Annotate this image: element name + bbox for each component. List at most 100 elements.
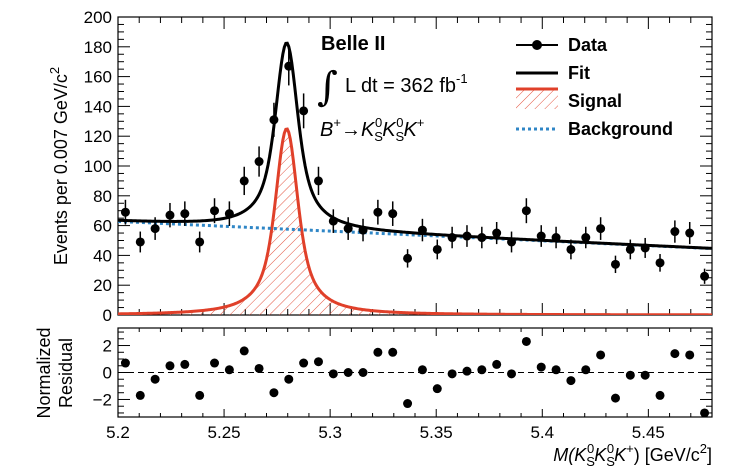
residual-marker xyxy=(210,358,220,368)
data-marker xyxy=(135,237,145,247)
residual-marker xyxy=(700,408,710,418)
data-marker xyxy=(566,244,576,254)
data-marker xyxy=(551,233,561,243)
integral-sign: ∫ xyxy=(317,64,338,110)
data-point xyxy=(655,254,665,272)
data-point xyxy=(343,217,353,240)
main-y-tick-label: 140 xyxy=(84,97,112,116)
data-marker xyxy=(284,61,294,71)
residual-marker xyxy=(477,365,487,375)
data-marker xyxy=(417,225,427,235)
data-point xyxy=(299,93,309,129)
data-point xyxy=(150,217,160,240)
data-marker xyxy=(210,206,220,216)
residual-marker xyxy=(180,359,190,369)
data-marker xyxy=(313,176,323,186)
main-y-tick-label: 100 xyxy=(84,157,112,176)
data-marker xyxy=(299,106,309,116)
residual-marker xyxy=(165,361,175,371)
residual-marker xyxy=(462,366,472,376)
experiment-label: Belle II xyxy=(321,33,385,55)
data-marker xyxy=(343,224,353,234)
legend-label-background: Background xyxy=(568,119,673,139)
x-axis-title: M(KS0KS0K+) [GeV/c2] xyxy=(553,441,712,469)
residual-marker xyxy=(521,336,531,346)
residual-y-axis-title-line1: Normalized xyxy=(34,327,54,418)
data-point xyxy=(165,202,175,228)
residual-marker xyxy=(254,363,264,373)
data-point xyxy=(462,225,472,247)
main-y-tick-label: 180 xyxy=(84,38,112,57)
data-marker xyxy=(462,231,472,241)
residual-marker xyxy=(581,365,591,375)
legend-item-fit: Fit xyxy=(516,63,590,83)
residual-marker xyxy=(328,369,338,379)
data-point xyxy=(551,226,561,249)
data-point xyxy=(536,225,546,247)
x-tick-label: 5.3 xyxy=(318,423,342,442)
residual-marker xyxy=(135,390,145,400)
residual-marker xyxy=(269,388,279,398)
data-marker xyxy=(581,233,591,243)
data-point xyxy=(195,231,205,253)
data-marker xyxy=(536,231,546,241)
main-y-tick-label: 80 xyxy=(93,187,112,206)
residual-data-points xyxy=(120,336,710,418)
legend-item-data: Data xyxy=(516,35,608,55)
data-marker xyxy=(358,225,368,235)
data-marker xyxy=(521,206,531,216)
data-marker xyxy=(625,244,635,254)
residual-marker xyxy=(313,357,323,367)
data-point xyxy=(432,239,442,260)
data-point xyxy=(596,217,606,240)
residual-marker xyxy=(284,374,294,384)
data-marker xyxy=(507,237,517,247)
data-point xyxy=(417,218,427,242)
x-tick-label: 5.2 xyxy=(106,423,130,442)
main-panel: 0 20 40 60 80 100 120 140 160 180 200 xyxy=(84,8,713,325)
data-marker xyxy=(492,228,502,238)
data-marker xyxy=(640,243,650,253)
residual-marker xyxy=(492,359,502,369)
residual-y-axis: −2 0 2 xyxy=(93,331,712,414)
data-point xyxy=(566,239,576,260)
data-point xyxy=(313,166,323,196)
data-marker xyxy=(432,244,442,254)
main-y-tick-label: 120 xyxy=(84,127,112,146)
data-point xyxy=(492,221,502,245)
residual-marker xyxy=(640,370,650,380)
data-point xyxy=(120,199,130,225)
data-point xyxy=(373,199,383,225)
data-marker xyxy=(610,259,620,269)
residual-marker xyxy=(224,365,234,375)
residual-marker xyxy=(373,347,383,357)
residual-marker xyxy=(596,350,606,360)
data-point xyxy=(685,221,695,245)
data-marker xyxy=(165,210,175,220)
residual-y-axis-title-line2: Residual xyxy=(56,338,76,408)
main-y-tick-label: 20 xyxy=(93,276,112,295)
data-point xyxy=(670,220,680,243)
x-tick-label: 5.25 xyxy=(208,423,241,442)
legend: Data Fit Signal Background xyxy=(516,35,673,139)
residual-marker xyxy=(536,362,546,372)
data-marker xyxy=(150,224,160,234)
data-marker xyxy=(328,216,338,226)
residual-marker xyxy=(150,374,160,384)
main-y-tick-label: 200 xyxy=(84,8,112,27)
residual-marker xyxy=(299,358,309,368)
main-y-tick-label: 160 xyxy=(84,68,112,87)
data-point xyxy=(388,201,398,226)
data-point xyxy=(239,166,249,196)
residual-marker xyxy=(403,399,413,409)
main-x-axis xyxy=(117,17,713,315)
data-point xyxy=(640,237,650,258)
residual-marker xyxy=(447,369,457,379)
signal-curve xyxy=(118,127,712,315)
legend-label-signal: Signal xyxy=(568,91,622,111)
decay-label: B+→KS0KS0K+ xyxy=(320,115,424,144)
data-marker xyxy=(685,228,695,238)
residual-y-tick-label: 0 xyxy=(103,364,112,383)
x-tick-label: 5.4 xyxy=(530,423,554,442)
